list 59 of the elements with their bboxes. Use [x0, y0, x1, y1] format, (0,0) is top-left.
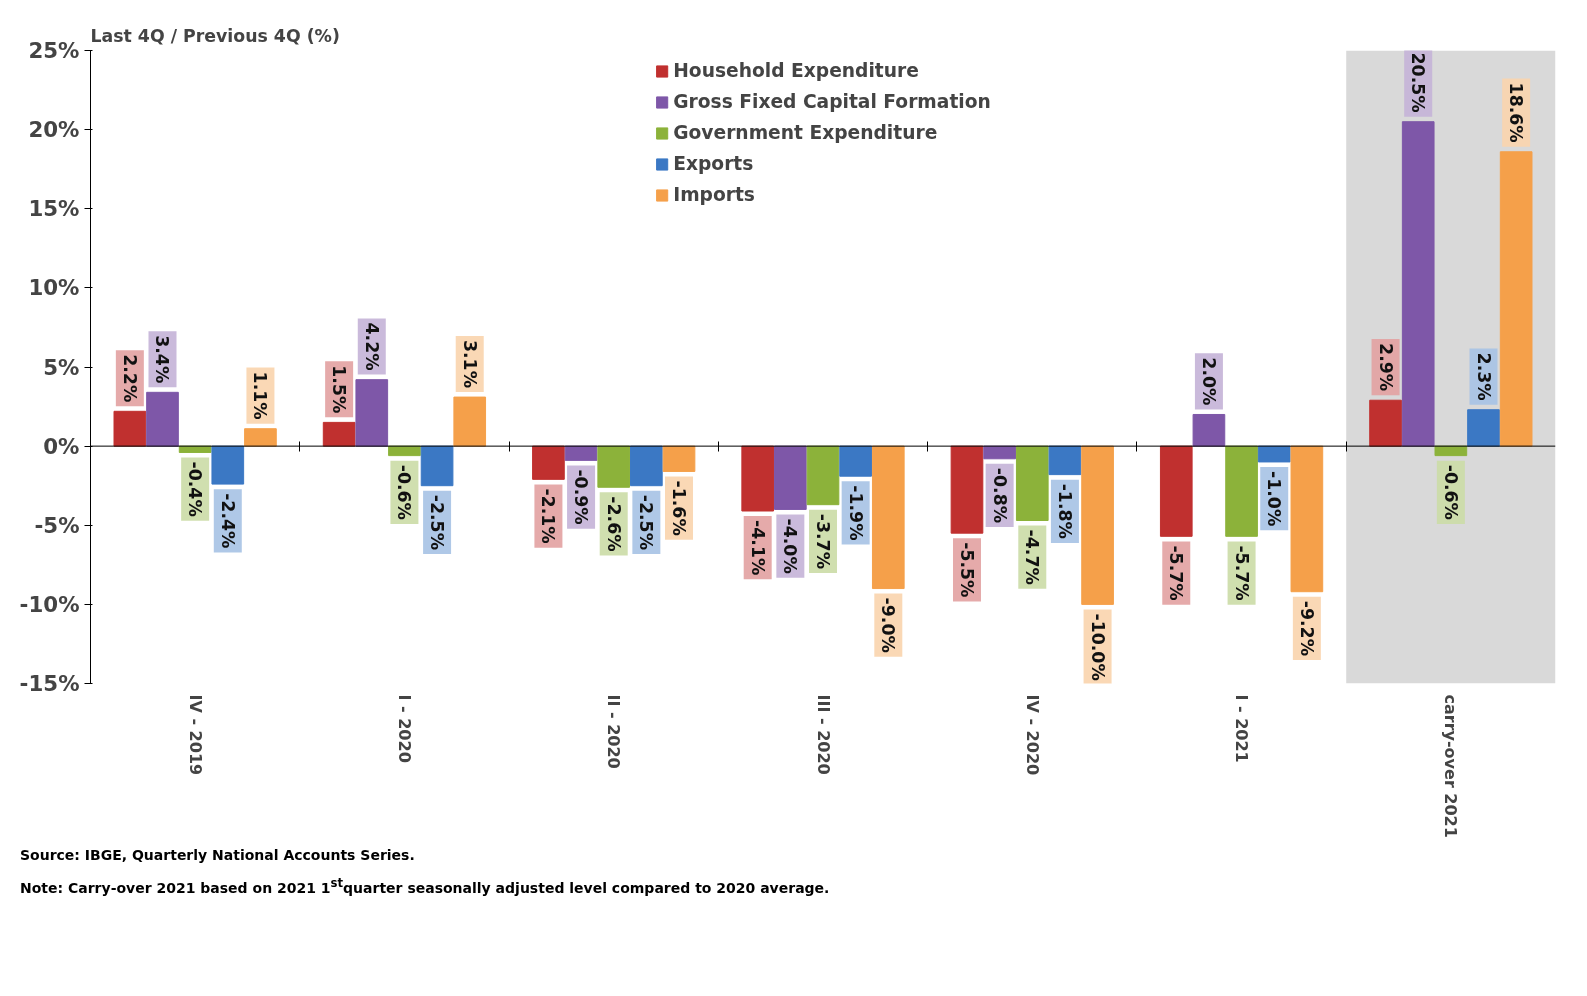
data-label: -0.9% — [571, 469, 592, 525]
data-label: -4.7% — [1022, 529, 1043, 585]
data-label: -1.9% — [845, 485, 866, 541]
y-tick-label: -5% — [34, 512, 80, 538]
data-label: -2.5% — [427, 494, 448, 551]
legend-label: Exports — [673, 153, 754, 174]
source-note: Source: IBGE, Quarterly National Accounts Series. — [20, 846, 415, 865]
data-label: -4.1% — [747, 520, 768, 576]
data-label: -1.6% — [669, 480, 690, 536]
y-tick-label: 10% — [28, 275, 80, 301]
data-label: 18.6% — [1506, 82, 1527, 143]
legend-label: Gross Fixed Capital Formation — [673, 91, 991, 112]
data-label: -3.7% — [813, 513, 833, 570]
data-label: -2.5% — [636, 494, 657, 551]
data-label: 3.1% — [459, 339, 480, 389]
y-tick-label: -15% — [19, 671, 80, 696]
y-axis-title: Last 4Q / Previous 4Q (%) — [90, 25, 340, 46]
data-label: 1.5% — [329, 365, 350, 414]
data-label: -0.6% — [1440, 464, 1461, 520]
data-label: 1.1% — [250, 371, 271, 420]
data-label: 2.9% — [1375, 343, 1396, 392]
y-tick-label: 15% — [28, 196, 80, 222]
legend-label: Government Expenditure — [673, 122, 938, 143]
x-tick-label: IV - 2019 — [185, 694, 205, 776]
y-tick-label: 0% — [43, 433, 80, 459]
data-label: -5.7% — [1166, 545, 1187, 601]
y-tick-label: 25% — [28, 38, 80, 63]
x-tick-label: I - 2021 — [1232, 694, 1252, 763]
data-label: 2.0% — [1198, 357, 1219, 406]
x-tick-label: III - 2020 — [813, 694, 833, 775]
data-label: -5.7% — [1231, 545, 1252, 601]
data-label: -0.4% — [185, 461, 206, 517]
data-label: -5.5% — [956, 542, 977, 598]
data-label: -4.0% — [780, 518, 801, 574]
data-label: 4.2% — [361, 322, 382, 371]
x-tick-label: IV - 2020 — [1022, 694, 1042, 776]
y-tick-label: 5% — [43, 354, 80, 380]
legend-label: Imports — [673, 184, 755, 205]
data-label: -0.6% — [394, 464, 415, 520]
data-label: -9.0% — [878, 597, 899, 653]
data-label: -1.0% — [1264, 471, 1285, 527]
data-label: -2.4% — [217, 493, 238, 549]
data-label: -2.1% — [538, 488, 559, 544]
data-label: 2.2% — [119, 354, 140, 403]
data-label: -2.6% — [603, 496, 624, 552]
data-label: 2.3% — [1473, 352, 1494, 401]
data-label: -10.0% — [1087, 613, 1108, 681]
x-tick-label: II - 2020 — [604, 694, 624, 769]
data-label: -0.8% — [989, 467, 1010, 524]
data-label: -1.8% — [1054, 483, 1075, 539]
data-label: 20.5% — [1408, 52, 1429, 113]
y-tick-label: -10% — [19, 591, 80, 617]
x-tick-label: carry-over 2021 — [1441, 694, 1461, 838]
data-label: -9.2% — [1296, 600, 1317, 657]
legend-label: Household Expenditure — [673, 60, 919, 81]
x-tick-label: I - 2020 — [394, 694, 414, 763]
text: Note: Carry-over 2021 based on 2021 1$^{st}$quarter seasonally adjusted level compared to 2020 average. — [20, 875, 830, 898]
y-tick-label: 20% — [28, 117, 80, 143]
data-label: 3.4% — [152, 335, 173, 384]
